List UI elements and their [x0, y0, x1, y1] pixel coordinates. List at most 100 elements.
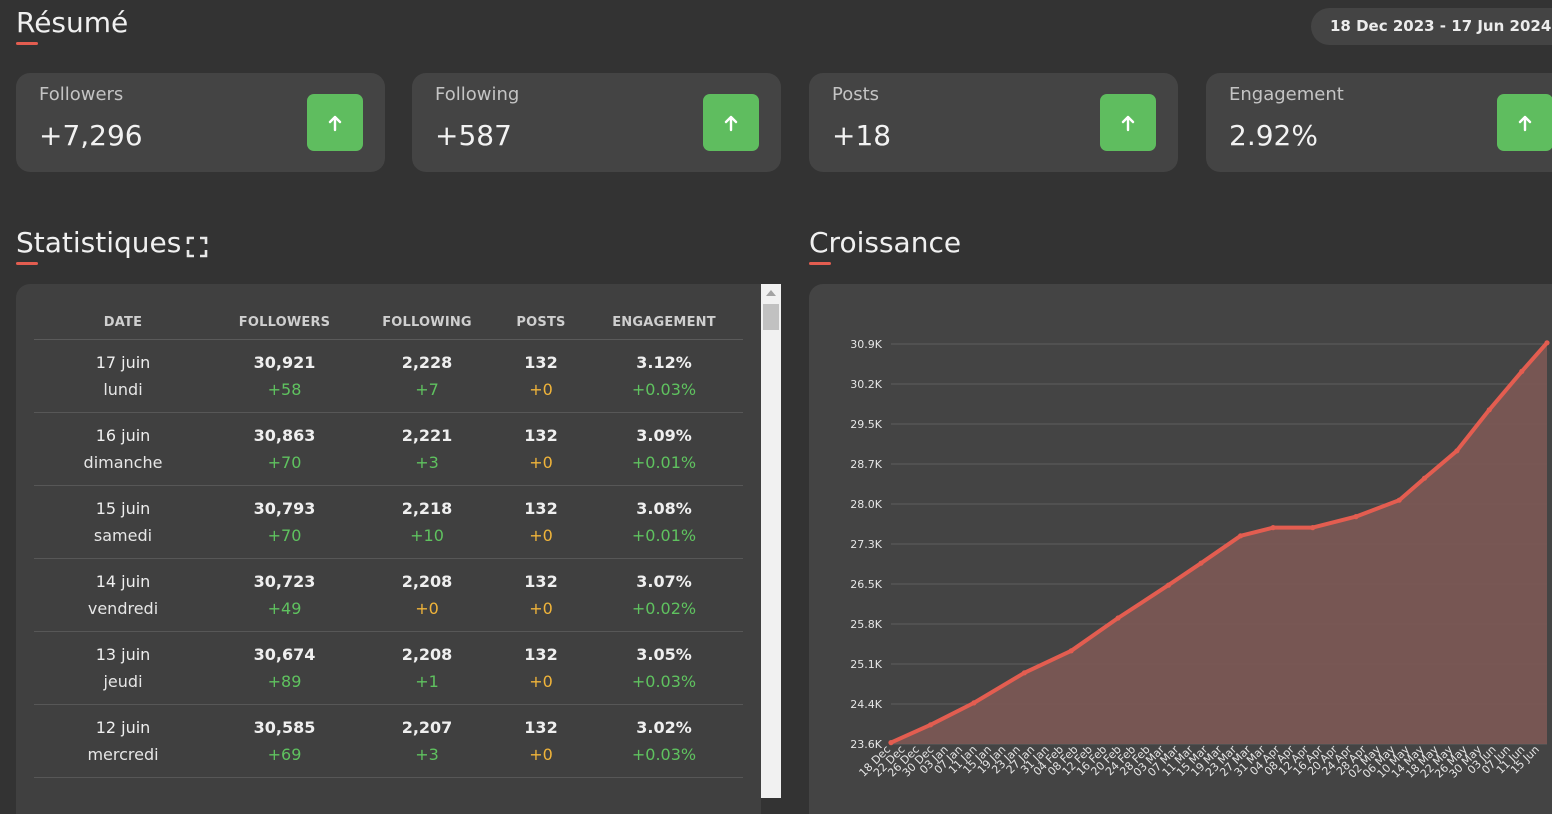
arrow-up-icon	[703, 94, 759, 151]
cell-following: 2,208 +1	[357, 631, 497, 705]
arrow-up-icon	[307, 94, 363, 151]
following-value: 2,221	[401, 426, 453, 445]
cell-following: 2,207 +3	[357, 704, 497, 778]
statistics-table: DATE FOLLOWERS FOLLOWING POSTS ENGAGEMEN…	[34, 306, 743, 778]
data-point	[1396, 497, 1402, 503]
date: 15 juin	[95, 499, 151, 518]
cell-following: 2,228 +7	[357, 339, 497, 413]
posts-value: 132	[524, 718, 558, 737]
growth-chart: 30.9K 30.2K 29.5K 28.7K 28.0K 27.3K 26.5K 25.8K…	[850, 338, 1550, 781]
cell-date: 16 juin dimanche	[34, 412, 212, 486]
card-label: Posts	[832, 84, 880, 105]
data-point	[971, 700, 977, 706]
cell-engagement: 3.05% +0.03%	[585, 631, 743, 705]
table-row: 16 juin dimanche 30,863 +70 2,221 +3 132 +0 …	[34, 412, 743, 486]
card-value: +18	[832, 119, 892, 152]
date: 17 juin	[95, 353, 151, 372]
engagement-delta: +0.03%	[631, 745, 697, 764]
cell-engagement: 3.09% +0.01%	[585, 412, 743, 486]
date: 12 juin	[95, 718, 151, 737]
table-row: 14 juin vendredi 30,723 +49 2,208 +0 132 +0 …	[34, 558, 743, 632]
following-value: 2,228	[401, 353, 453, 372]
series-line	[889, 340, 1549, 745]
y-tick-label: 26.5K	[850, 578, 882, 591]
weekday: lundi	[103, 380, 143, 399]
date: 14 juin	[95, 572, 151, 591]
cell-posts: 132 +0	[497, 704, 585, 778]
weekday: mercredi	[87, 745, 159, 764]
y-tick-label: 25.1K	[850, 658, 882, 671]
cell-following: 2,221 +3	[357, 412, 497, 486]
card-label: Engagement	[1229, 84, 1344, 105]
y-tick-label: 28.0K	[850, 498, 882, 511]
following-value: 2,208	[401, 572, 453, 591]
expand-icon[interactable]	[186, 236, 208, 258]
card-posts: Posts +18	[809, 73, 1178, 172]
engagement-delta: +0.03%	[631, 672, 697, 691]
table-row: 12 juin mercredi 30,585 +69 2,207 +3 132 +0 …	[34, 704, 743, 778]
cell-following: 2,208 +0	[357, 558, 497, 632]
followers-value: 30,723	[253, 572, 316, 591]
followers-delta: +89	[267, 672, 302, 691]
posts-delta: +0	[529, 672, 553, 691]
followers-value: 30,863	[253, 426, 316, 445]
scroll-up-arrow-icon[interactable]	[766, 290, 776, 296]
cell-engagement: 3.02% +0.03%	[585, 704, 743, 778]
data-point	[1115, 615, 1121, 621]
cell-followers: 30,723 +49	[212, 558, 357, 632]
data-point	[1486, 407, 1492, 413]
data-point	[1068, 648, 1074, 654]
header-date[interactable]: DATE	[34, 306, 212, 340]
posts-delta: +0	[529, 745, 553, 764]
cell-engagement: 3.12% +0.03%	[585, 339, 743, 413]
posts-delta: +0	[529, 599, 553, 618]
data-point	[1198, 560, 1204, 566]
y-tick-label: 24.4K	[850, 698, 882, 711]
y-tick-label: 23.6K	[850, 738, 882, 751]
growth-chart-panel: 30.9K 30.2K 29.5K 28.7K 28.0K 27.3K 26.5K 25.8K…	[809, 284, 1552, 814]
cell-date: 15 juin samedi	[34, 485, 212, 559]
data-point	[1021, 670, 1027, 676]
data-point	[1421, 475, 1428, 481]
scroll-thumb[interactable]	[763, 304, 779, 330]
data-point	[1165, 582, 1172, 588]
weekday: jeudi	[103, 672, 143, 691]
engagement-value: 3.09%	[636, 426, 692, 445]
cell-posts: 132 +0	[497, 558, 585, 632]
following-delta: +3	[415, 453, 439, 472]
header-posts[interactable]: POSTS	[497, 306, 585, 340]
header-followers[interactable]: FOLLOWERS	[212, 306, 357, 340]
posts-value: 132	[524, 426, 558, 445]
followers-delta: +70	[267, 526, 302, 545]
cell-followers: 30,863 +70	[212, 412, 357, 486]
header-following[interactable]: FOLLOWING	[357, 306, 497, 340]
data-point	[1270, 525, 1276, 531]
y-tick-label: 27.3K	[850, 538, 882, 551]
engagement-value: 3.05%	[636, 645, 692, 664]
card-label: Following	[435, 84, 520, 105]
weekday: dimanche	[83, 453, 163, 472]
cell-followers: 30,674 +89	[212, 631, 357, 705]
arrow-up-icon	[1497, 94, 1552, 151]
following-delta: +10	[410, 526, 444, 545]
card-engagement: Engagement 2.92%	[1206, 73, 1552, 172]
posts-value: 132	[524, 499, 558, 518]
engagement-delta: +0.01%	[631, 453, 697, 472]
engagement-value: 3.07%	[636, 572, 692, 591]
y-tick-label: 30.9K	[850, 338, 882, 351]
statistiques-title-underline	[16, 262, 38, 265]
table-scrollbar[interactable]	[761, 284, 781, 798]
engagement-delta: +0.01%	[631, 526, 697, 545]
croissance-title-underline	[809, 262, 831, 265]
data-point	[1519, 368, 1525, 374]
engagement-delta: +0.03%	[631, 380, 697, 399]
weekday: vendredi	[87, 599, 159, 618]
cell-engagement: 3.08% +0.01%	[585, 485, 743, 559]
header-engagement[interactable]: ENGAGEMENT	[585, 306, 743, 340]
cell-date: 12 juin mercredi	[34, 704, 212, 778]
date-range-picker[interactable]: 18 Dec 2023 - 17 Jun 2024	[1311, 8, 1552, 45]
engagement-value: 3.12%	[636, 353, 692, 372]
posts-value: 132	[524, 353, 558, 372]
weekday: samedi	[93, 526, 153, 545]
cell-followers: 30,793 +70	[212, 485, 357, 559]
